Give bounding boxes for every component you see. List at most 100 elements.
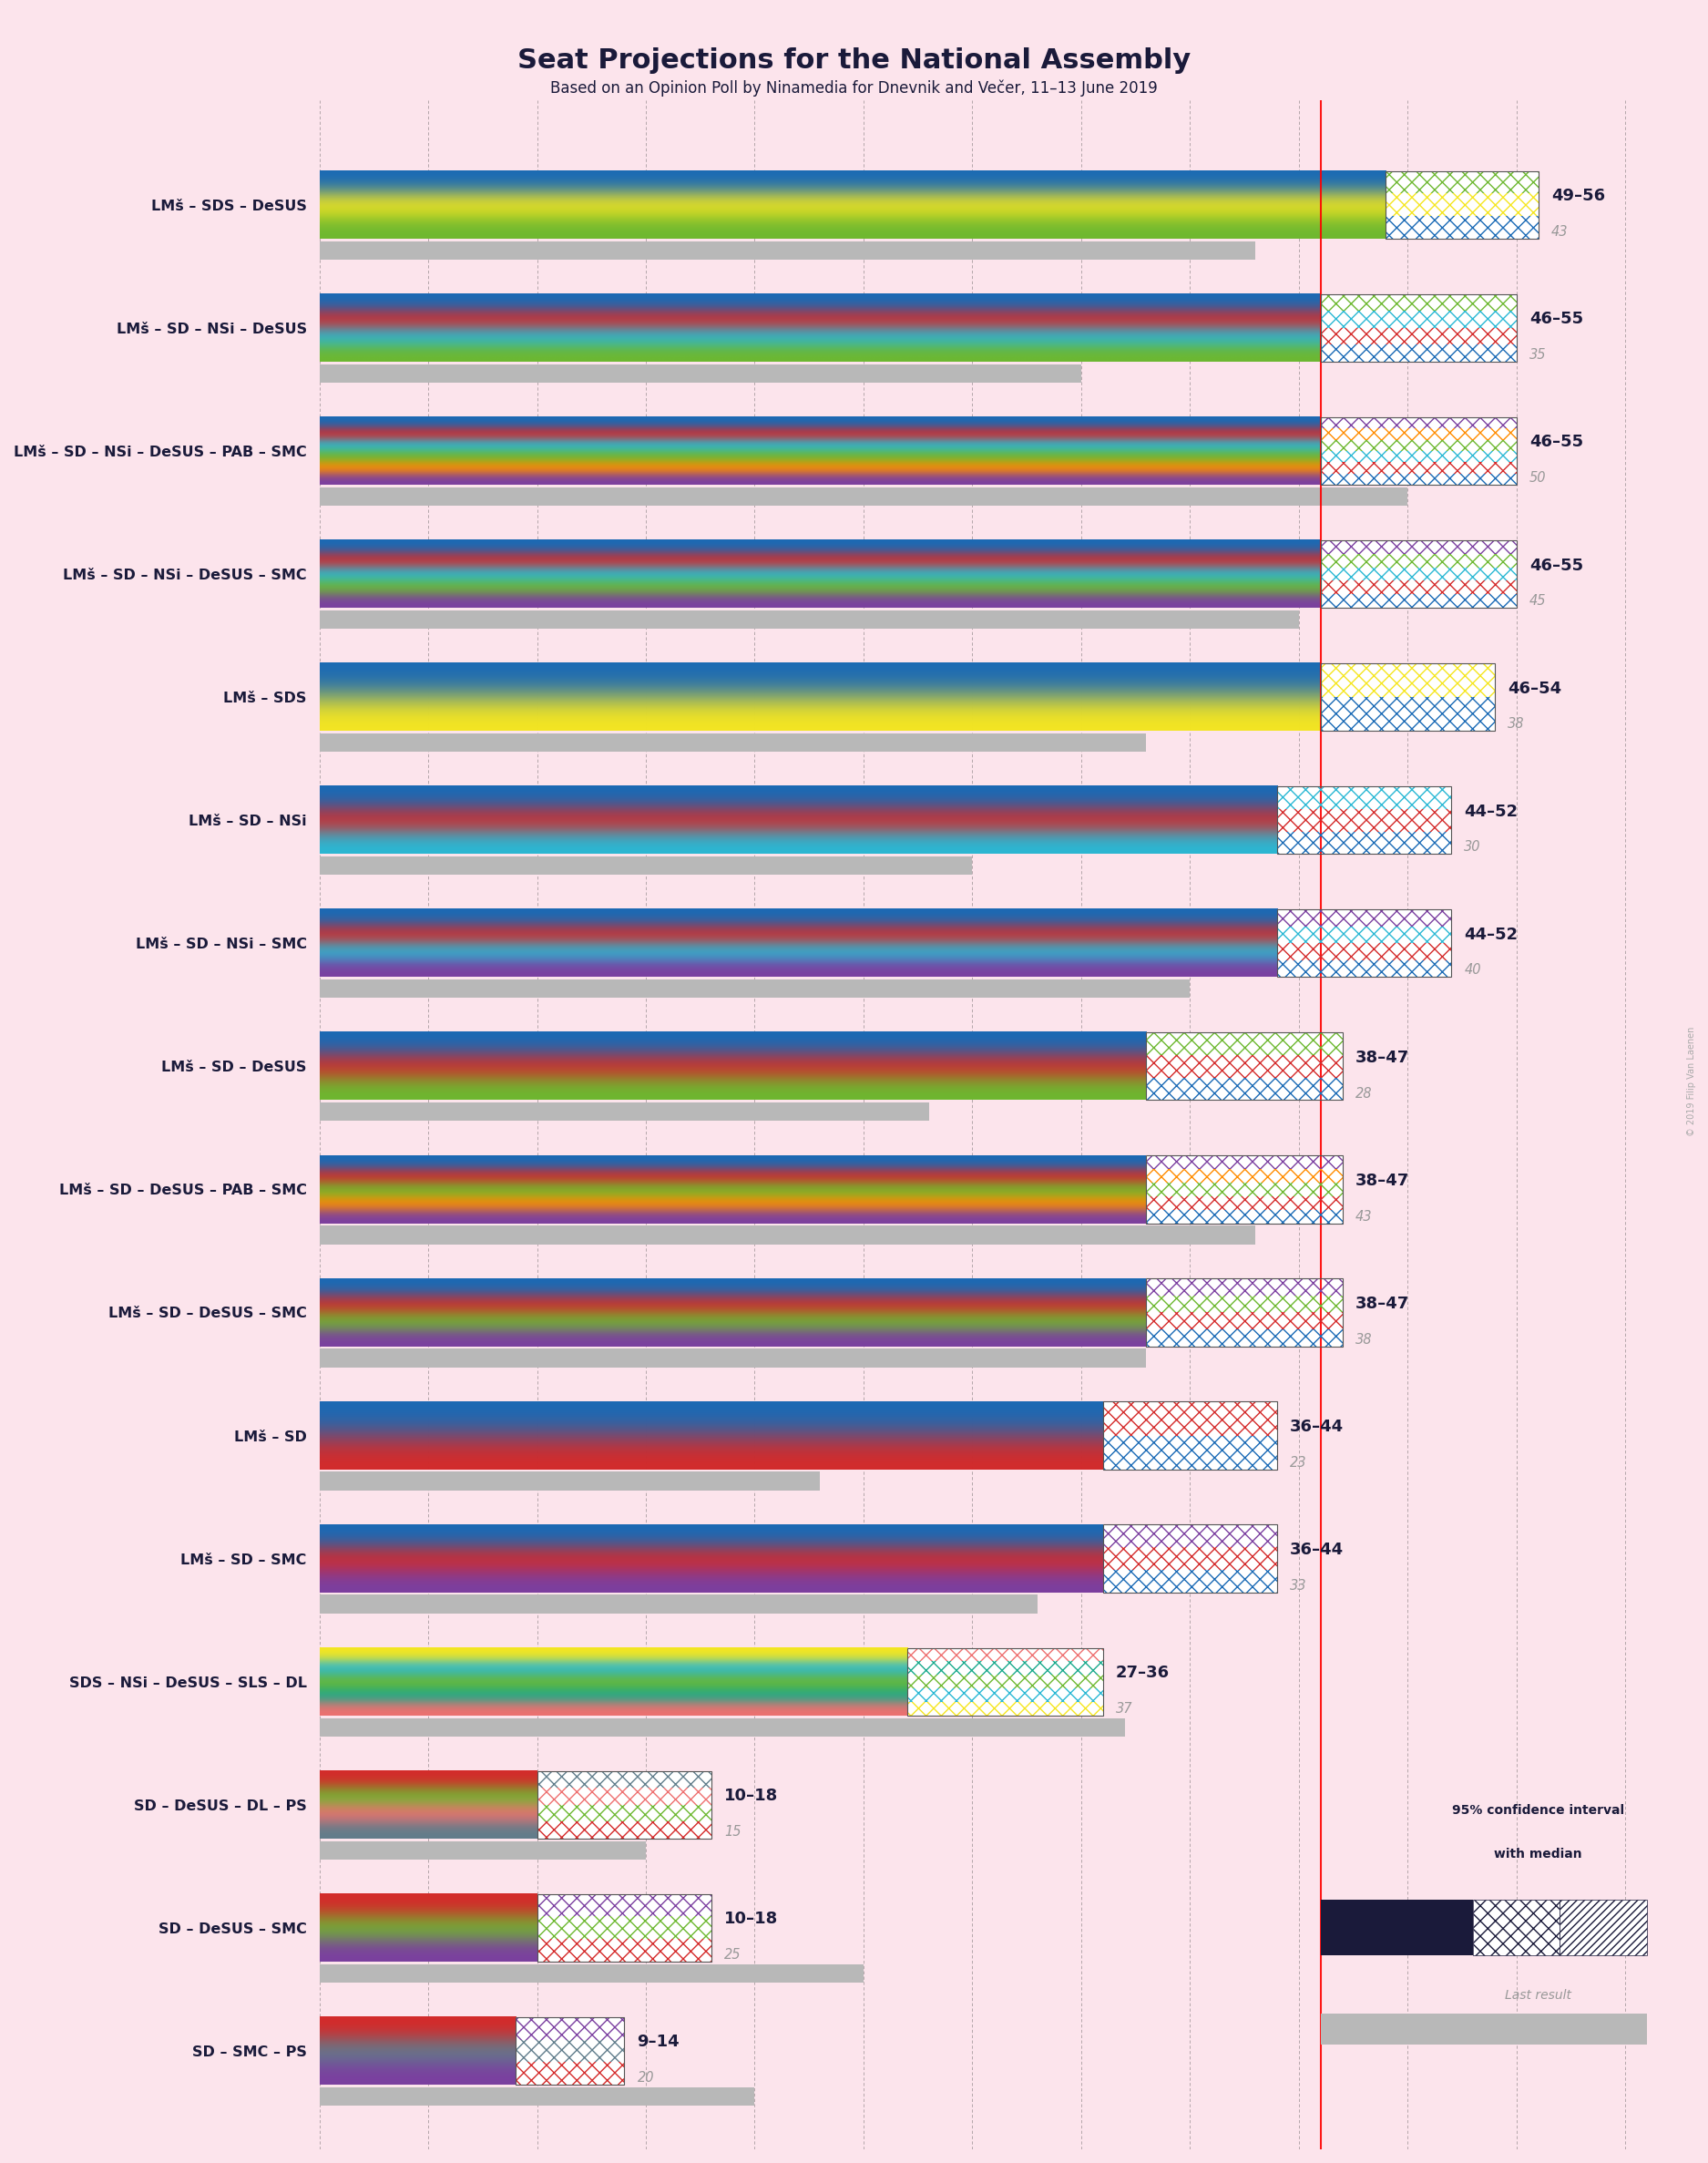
Bar bbox=[1278, 787, 1452, 809]
Bar bbox=[536, 1938, 711, 1962]
Bar bbox=[1146, 1183, 1342, 1196]
Text: 95% confidence interval: 95% confidence interval bbox=[1452, 1804, 1624, 1817]
Bar bbox=[536, 1895, 711, 1916]
Bar bbox=[1385, 216, 1539, 238]
Bar bbox=[516, 2061, 623, 2085]
Bar bbox=[1385, 171, 1539, 193]
Text: 30: 30 bbox=[1464, 841, 1481, 854]
Bar bbox=[536, 1895, 711, 1916]
Bar bbox=[1146, 1313, 1342, 1330]
Bar bbox=[1320, 595, 1517, 608]
Text: 10–18: 10–18 bbox=[724, 1910, 779, 1927]
Bar bbox=[1385, 193, 1539, 216]
Bar bbox=[1103, 1547, 1278, 1570]
Text: 28: 28 bbox=[1356, 1086, 1372, 1101]
Bar bbox=[1103, 1525, 1278, 1547]
Bar bbox=[1146, 1296, 1342, 1313]
Bar bbox=[1278, 943, 1452, 960]
Bar bbox=[319, 1964, 864, 1983]
Bar bbox=[1278, 908, 1452, 926]
Bar bbox=[536, 1789, 711, 1804]
Bar bbox=[1320, 311, 1517, 329]
Bar bbox=[1278, 926, 1452, 943]
Bar bbox=[536, 1771, 711, 1789]
Bar bbox=[907, 1689, 1103, 1702]
Bar bbox=[536, 1938, 711, 1962]
Bar bbox=[1146, 1056, 1342, 1077]
Text: 25: 25 bbox=[724, 1949, 741, 1962]
Bar bbox=[319, 980, 1190, 997]
Text: with median: with median bbox=[1494, 1847, 1582, 1860]
Text: 36–44: 36–44 bbox=[1290, 1542, 1344, 1557]
Bar bbox=[536, 1895, 711, 1962]
Bar bbox=[907, 1702, 1103, 1715]
Bar bbox=[1278, 943, 1452, 960]
Text: 43: 43 bbox=[1551, 225, 1568, 238]
Bar bbox=[1103, 1402, 1278, 1436]
Bar bbox=[1320, 417, 1517, 428]
Bar bbox=[1278, 960, 1452, 978]
Bar bbox=[907, 1648, 1103, 1661]
Bar bbox=[1320, 428, 1517, 439]
Bar bbox=[1320, 582, 1517, 595]
Bar bbox=[1320, 567, 1517, 582]
Bar bbox=[1146, 1155, 1342, 1168]
Bar bbox=[1320, 1899, 1472, 1955]
Bar bbox=[1146, 1077, 1342, 1101]
Bar bbox=[1320, 417, 1517, 428]
Bar bbox=[1320, 344, 1517, 361]
Bar bbox=[319, 857, 972, 874]
Bar bbox=[1320, 463, 1517, 474]
Text: Last result: Last result bbox=[1505, 1990, 1571, 2003]
Text: 20: 20 bbox=[637, 2072, 654, 2085]
Text: 46–55: 46–55 bbox=[1529, 311, 1583, 327]
Bar bbox=[1146, 1077, 1342, 1101]
Bar bbox=[516, 2061, 623, 2085]
Bar bbox=[319, 733, 1146, 753]
Bar bbox=[516, 2018, 623, 2085]
Text: 35: 35 bbox=[1529, 348, 1546, 361]
Bar bbox=[536, 1821, 711, 1839]
Bar bbox=[1146, 1168, 1342, 1183]
Bar bbox=[1103, 1436, 1278, 1469]
Bar bbox=[1146, 1155, 1342, 1168]
Bar bbox=[319, 363, 1081, 383]
Text: 40: 40 bbox=[1464, 963, 1481, 978]
Text: 46–55: 46–55 bbox=[1529, 558, 1583, 573]
Bar bbox=[1146, 1032, 1342, 1056]
Bar bbox=[1146, 1330, 1342, 1345]
Text: 44–52: 44–52 bbox=[1464, 926, 1518, 943]
Bar bbox=[1320, 595, 1517, 608]
Bar bbox=[1278, 960, 1452, 978]
Bar bbox=[1146, 1330, 1342, 1345]
Text: 38–47: 38–47 bbox=[1356, 1172, 1409, 1190]
Bar bbox=[1146, 1196, 1342, 1209]
Bar bbox=[1103, 1402, 1278, 1469]
Text: 33: 33 bbox=[1290, 1579, 1307, 1592]
Text: 23: 23 bbox=[1290, 1456, 1307, 1469]
Bar bbox=[536, 1821, 711, 1839]
Bar bbox=[1278, 831, 1452, 854]
Bar bbox=[1146, 1032, 1342, 1056]
Bar bbox=[907, 1648, 1103, 1715]
Bar bbox=[1103, 1570, 1278, 1592]
Text: 50: 50 bbox=[1529, 472, 1546, 485]
Bar bbox=[319, 1103, 929, 1120]
Bar bbox=[1320, 554, 1517, 567]
Bar bbox=[1146, 1209, 1342, 1224]
Text: 37: 37 bbox=[1115, 1702, 1132, 1715]
Bar bbox=[1385, 171, 1539, 238]
Bar bbox=[1278, 908, 1452, 978]
Bar bbox=[1320, 439, 1517, 450]
Bar bbox=[536, 1916, 711, 1938]
Bar bbox=[1320, 439, 1517, 450]
Bar bbox=[1320, 2014, 1647, 2044]
Bar bbox=[1146, 1168, 1342, 1183]
Bar bbox=[1320, 344, 1517, 361]
Bar bbox=[1278, 831, 1452, 854]
Bar bbox=[1278, 908, 1452, 926]
Bar bbox=[536, 1789, 711, 1804]
Bar bbox=[319, 1594, 1037, 1614]
Bar bbox=[1320, 329, 1517, 344]
Bar bbox=[1320, 474, 1517, 485]
